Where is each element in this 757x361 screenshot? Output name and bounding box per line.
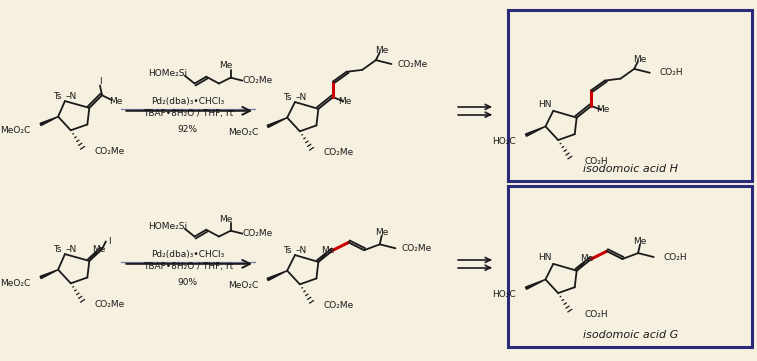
Text: CO₂Me: CO₂Me (323, 301, 354, 310)
Text: isodomoic acid H: isodomoic acid H (583, 164, 678, 174)
Text: MeO₂C: MeO₂C (1, 279, 31, 288)
Text: I: I (108, 237, 111, 246)
Text: 92%: 92% (178, 125, 198, 134)
Text: CO₂Me: CO₂Me (94, 147, 124, 156)
Text: Me: Me (580, 255, 593, 264)
Text: CO₂Me: CO₂Me (243, 229, 273, 238)
Text: CO₂H: CO₂H (659, 68, 683, 77)
Polygon shape (525, 279, 546, 289)
Text: Me: Me (92, 245, 106, 254)
Text: HN: HN (537, 100, 551, 109)
Text: Ts: Ts (284, 246, 292, 255)
Polygon shape (267, 271, 287, 280)
Polygon shape (525, 126, 546, 136)
Text: HOMe₂Si: HOMe₂Si (148, 69, 187, 78)
Text: CO₂Me: CO₂Me (94, 300, 124, 309)
Text: Me: Me (219, 214, 232, 223)
Text: Me: Me (219, 61, 232, 70)
Bar (509, 186, 752, 347)
Text: Me: Me (597, 105, 609, 114)
Text: Me: Me (375, 228, 388, 237)
Text: Pd₂(dba)₃•CHCl₃: Pd₂(dba)₃•CHCl₃ (151, 96, 224, 105)
Text: HN: HN (537, 253, 551, 262)
Text: CO₂H: CO₂H (584, 157, 608, 166)
Text: CO₂H: CO₂H (663, 252, 687, 261)
Text: CO₂Me: CO₂Me (402, 244, 432, 253)
Text: MeO₂C: MeO₂C (228, 128, 258, 137)
Text: CO₂Me: CO₂Me (323, 148, 354, 157)
Text: Me: Me (634, 237, 646, 246)
Bar (509, 10, 752, 181)
Polygon shape (40, 117, 58, 126)
Text: Me: Me (109, 96, 123, 105)
Text: –N: –N (66, 92, 77, 101)
Text: 90%: 90% (178, 278, 198, 287)
Text: CO₂Me: CO₂Me (397, 60, 428, 69)
Text: –N: –N (66, 245, 77, 254)
Text: isodomoic acid G: isodomoic acid G (583, 330, 678, 340)
Text: –N: –N (296, 93, 307, 102)
Text: Ts: Ts (54, 245, 62, 254)
Text: HO₂C: HO₂C (493, 290, 516, 299)
Text: HO₂C: HO₂C (493, 136, 516, 145)
Text: MeO₂C: MeO₂C (228, 281, 258, 290)
Text: Me: Me (634, 55, 646, 64)
Text: CO₂H: CO₂H (584, 310, 608, 319)
Text: HOMe₂Si: HOMe₂Si (148, 222, 187, 231)
Polygon shape (267, 118, 287, 127)
Text: TBAF•8H₂O / THF, rt: TBAF•8H₂O / THF, rt (142, 262, 233, 271)
Text: Me: Me (338, 96, 351, 105)
Text: CO₂Me: CO₂Me (243, 76, 273, 85)
Text: TBAF•8H₂O / THF, rt: TBAF•8H₂O / THF, rt (142, 109, 233, 118)
Text: Me: Me (375, 46, 388, 55)
Text: Me: Me (322, 246, 335, 255)
Text: Ts: Ts (54, 92, 62, 101)
Text: Pd₂(dba)₃•CHCl₃: Pd₂(dba)₃•CHCl₃ (151, 249, 224, 258)
Text: I: I (98, 77, 101, 86)
Text: Ts: Ts (284, 93, 292, 102)
Text: –N: –N (296, 246, 307, 255)
Text: MeO₂C: MeO₂C (1, 126, 31, 135)
Polygon shape (40, 270, 58, 279)
